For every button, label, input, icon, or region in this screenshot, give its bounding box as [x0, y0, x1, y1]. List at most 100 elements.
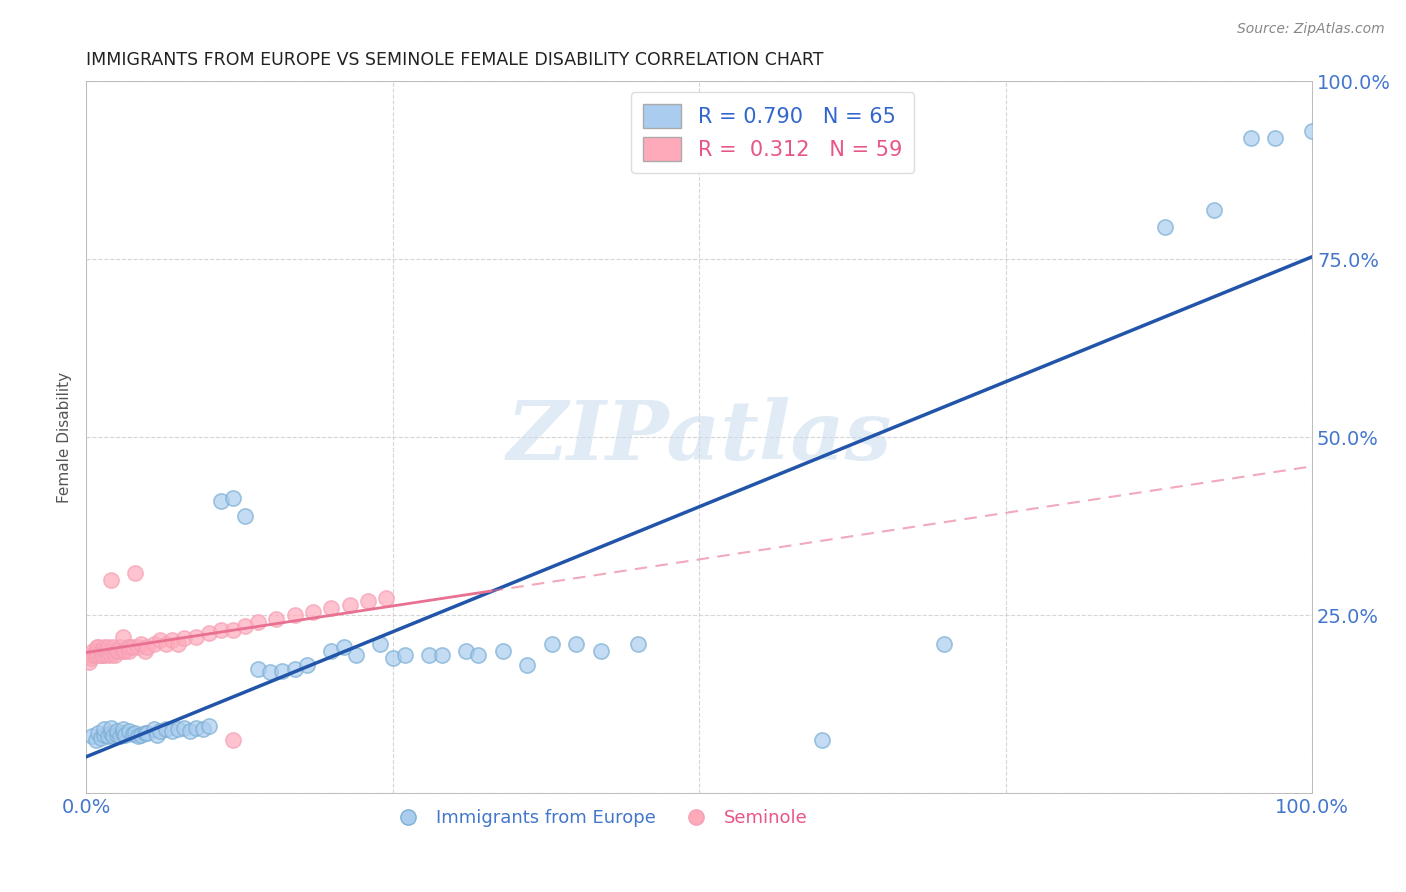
Point [87, 726, 110, 740]
Point [96, 648, 118, 662]
Point [111, 726, 134, 740]
Point [82, 644, 104, 658]
Point [124, 566, 146, 580]
Point [80, 651, 103, 665]
Point [83, 648, 105, 662]
Point [104, 648, 127, 662]
Point [91, 648, 114, 662]
Point [121, 727, 143, 741]
Point [105, 644, 128, 658]
Point [321, 601, 343, 615]
Point [186, 721, 208, 735]
Point [77, 655, 100, 669]
Point [492, 644, 515, 658]
Point [82, 648, 104, 662]
Point [541, 637, 564, 651]
Point [295, 658, 318, 673]
Point [136, 640, 159, 655]
Point [235, 619, 257, 633]
Point [321, 644, 343, 658]
Point [101, 730, 124, 744]
Point [114, 644, 136, 658]
Point [222, 491, 245, 505]
Point [134, 644, 156, 658]
Point [146, 728, 169, 742]
Point [100, 721, 122, 735]
Point [93, 640, 115, 655]
Point [149, 633, 172, 648]
Point [456, 644, 478, 658]
Point [264, 612, 287, 626]
Point [129, 728, 152, 742]
Point [209, 623, 232, 637]
Point [121, 640, 143, 655]
Point [100, 726, 122, 740]
Point [418, 648, 440, 662]
Point [127, 730, 149, 744]
Point [246, 662, 269, 676]
Point [283, 608, 305, 623]
Point [86, 640, 108, 655]
Point [93, 723, 115, 737]
Point [127, 640, 149, 655]
Point [222, 733, 245, 747]
Point [101, 640, 124, 655]
Point [124, 726, 146, 740]
Point [107, 644, 129, 658]
Point [87, 648, 110, 662]
Point [105, 728, 128, 742]
Point [136, 726, 159, 740]
Point [430, 648, 453, 662]
Point [111, 630, 134, 644]
Point [302, 605, 325, 619]
Point [235, 508, 257, 523]
Point [129, 637, 152, 651]
Point [84, 644, 107, 658]
Point [339, 598, 361, 612]
Point [155, 637, 177, 651]
Point [1154, 220, 1177, 235]
Text: IMMIGRANTS FROM EUROPE VS SEMINOLE FEMALE DISABILITY CORRELATION CHART: IMMIGRANTS FROM EUROPE VS SEMINOLE FEMAL… [86, 51, 824, 69]
Point [246, 615, 269, 630]
Point [90, 731, 112, 745]
Point [97, 644, 120, 658]
Point [111, 723, 134, 737]
Point [197, 626, 219, 640]
Point [97, 640, 120, 655]
Point [179, 723, 201, 738]
Point [375, 591, 398, 605]
Point [105, 723, 128, 738]
Point [565, 637, 588, 651]
Point [87, 640, 110, 655]
Point [93, 644, 115, 658]
Point [467, 648, 489, 662]
Point [627, 637, 650, 651]
Point [357, 594, 380, 608]
Point [197, 719, 219, 733]
Point [1240, 131, 1263, 145]
Point [370, 637, 392, 651]
Point [167, 637, 190, 651]
Point [173, 721, 195, 735]
Point [283, 662, 305, 676]
Point [134, 726, 156, 740]
Point [91, 648, 114, 662]
Point [160, 723, 183, 738]
Point [111, 644, 134, 658]
Point [84, 733, 107, 747]
Point [160, 633, 183, 648]
Point [810, 733, 832, 747]
Point [259, 665, 281, 680]
Point [142, 637, 165, 651]
Point [120, 640, 142, 655]
Point [118, 644, 141, 658]
Point [142, 723, 165, 737]
Point [149, 723, 172, 738]
Point [101, 644, 124, 658]
Point [110, 730, 132, 744]
Point [90, 648, 112, 662]
Point [332, 640, 354, 655]
Point [114, 728, 136, 742]
Text: ZIPatlas: ZIPatlas [506, 397, 891, 477]
Point [82, 730, 104, 744]
